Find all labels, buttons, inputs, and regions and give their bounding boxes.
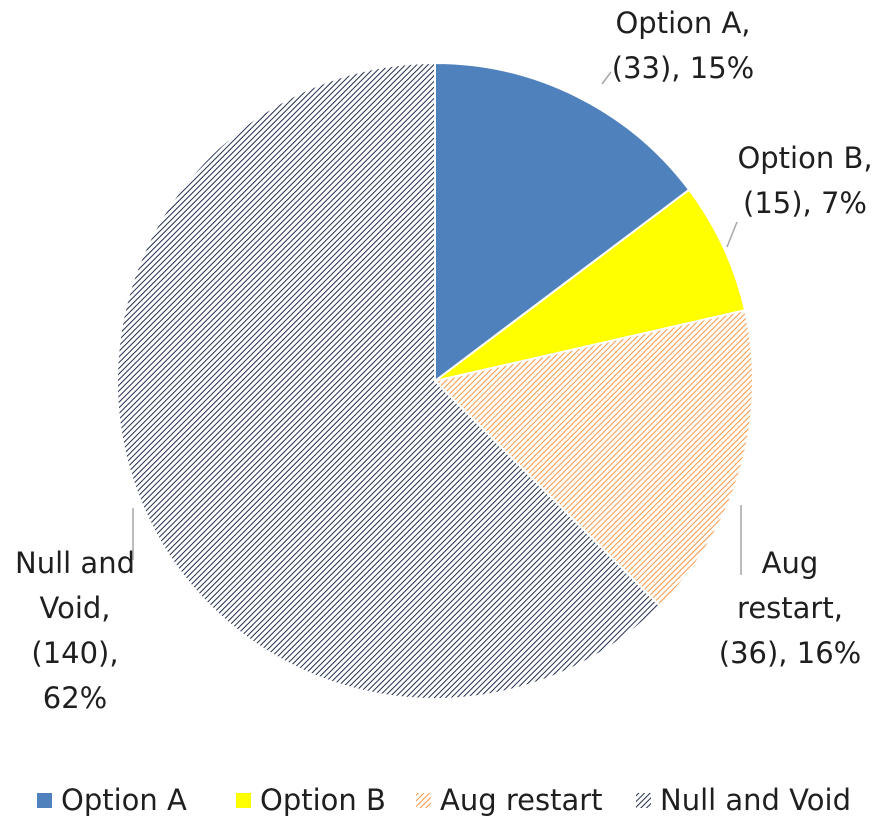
pie-slice (433, 309, 754, 608)
data-label: (33), 15% (612, 51, 754, 85)
leader-line (601, 71, 612, 85)
legend-label: Option B (260, 783, 386, 817)
data-label: Option A, (615, 6, 750, 40)
data-label: 62% (43, 681, 107, 715)
legend-label: Option A (61, 783, 187, 817)
data-label: (36), 16% (719, 636, 861, 670)
pie-slice (116, 61, 662, 700)
data-label: Null and (15, 546, 135, 580)
pie-slice (434, 188, 747, 382)
data-label: Void, (39, 591, 110, 625)
data-label: (15), 7% (743, 186, 867, 220)
legend-swatch (236, 793, 251, 808)
legend-swatch (636, 793, 651, 808)
data-label: Aug (762, 546, 819, 580)
legend-swatch (37, 793, 52, 808)
leader-line (726, 221, 738, 248)
data-label: (140), (31, 636, 118, 670)
data-label: Option B, (737, 141, 872, 175)
pie-slice (434, 61, 691, 384)
legend-label: Null and Void (660, 783, 851, 817)
legend-swatch (416, 793, 431, 808)
data-label: restart, (737, 591, 843, 625)
legend-label: Aug restart (440, 783, 603, 817)
